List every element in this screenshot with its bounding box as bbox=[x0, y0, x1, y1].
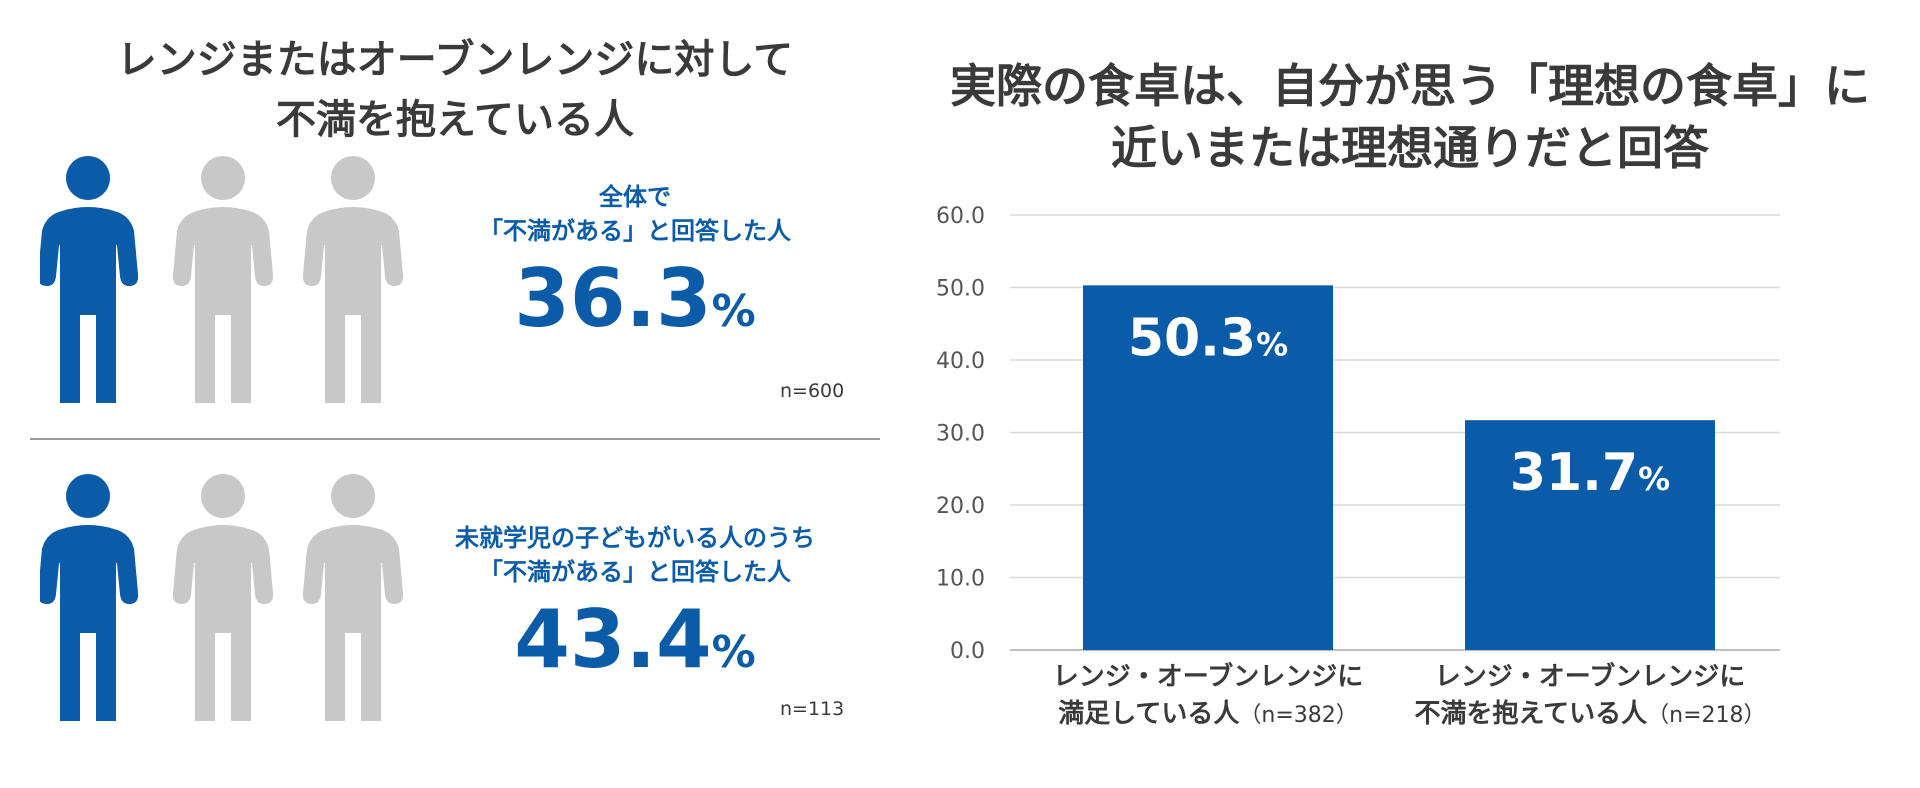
stat-number: 43.4 bbox=[514, 593, 712, 686]
bar bbox=[1083, 285, 1333, 650]
stat-number: 36.3 bbox=[514, 252, 712, 345]
y-tick-label: 0.0 bbox=[950, 639, 985, 664]
y-tick-label: 20.0 bbox=[936, 494, 985, 519]
people-icons bbox=[40, 474, 404, 721]
stat-text: 全体で 「不満がある」と回答した人 36.3% bbox=[420, 180, 850, 357]
stat-label-line2: 「不満がある」と回答した人 bbox=[479, 217, 791, 245]
left-title: レンジまたはオーブンレンジに対して 不満を抱えている人 bbox=[30, 30, 880, 150]
chart-title-line1: 実際の食卓は、自分が思う「理想の食卓」に bbox=[950, 59, 1870, 113]
person-icon bbox=[302, 156, 404, 403]
stat-label-line1: 全体で bbox=[599, 183, 671, 211]
y-tick-label: 30.0 bbox=[936, 422, 985, 447]
stat-text: 未就学児の子どもがいる人のうち 「不満がある」と回答した人 43.4% bbox=[420, 521, 850, 698]
people-icons bbox=[40, 156, 404, 403]
person-icon bbox=[302, 474, 404, 721]
stat-block-overall: 全体で 「不満がある」と回答した人 36.3% n=600 bbox=[0, 155, 880, 405]
y-tick-label: 10.0 bbox=[936, 567, 985, 592]
chart-title-line2: 近いまたは理想通りだと回答 bbox=[1111, 121, 1709, 175]
person-icon-filled bbox=[40, 156, 139, 403]
stat-block-preschool: 未就学児の子どもがいる人のうち 「不満がある」と回答した人 43.4% n=11… bbox=[0, 473, 880, 723]
stat-unit: % bbox=[711, 286, 756, 337]
stat-unit: % bbox=[711, 627, 756, 678]
person-icon bbox=[172, 474, 274, 721]
left-title-line2: 不満を抱えている人 bbox=[276, 97, 634, 143]
person-icon bbox=[172, 156, 274, 403]
stat-sample-size: n=600 bbox=[780, 380, 845, 402]
x-category-label: 不満を抱えている人（n=218） bbox=[1414, 699, 1765, 729]
chart-title: 実際の食卓は、自分が思う「理想の食卓」に 近いまたは理想通りだと回答 bbox=[900, 55, 1920, 179]
bar bbox=[1465, 420, 1715, 650]
x-category-label: レンジ・オーブンレンジに bbox=[1053, 661, 1363, 692]
stat-value: 43.4% bbox=[420, 595, 850, 698]
y-tick-label: 50.0 bbox=[936, 277, 985, 302]
divider bbox=[30, 438, 880, 440]
stat-value: 36.3% bbox=[420, 254, 850, 357]
x-category-label: レンジ・オーブンレンジに bbox=[1435, 661, 1745, 692]
y-tick-label: 40.0 bbox=[936, 349, 985, 374]
x-category-label: 満足している人（n=382） bbox=[1058, 699, 1358, 729]
person-icon-filled bbox=[40, 474, 139, 721]
stat-label-line1: 未就学児の子どもがいる人のうち bbox=[455, 524, 815, 552]
left-title-line1: レンジまたはオーブンレンジに対して bbox=[116, 37, 794, 83]
y-tick-label: 60.0 bbox=[936, 204, 985, 229]
stat-label-line2: 「不満がある」と回答した人 bbox=[479, 558, 791, 586]
bar-data-label: 50.3% bbox=[1128, 308, 1288, 368]
stat-sample-size: n=113 bbox=[780, 698, 845, 720]
bar-data-label: 31.7% bbox=[1510, 443, 1670, 503]
